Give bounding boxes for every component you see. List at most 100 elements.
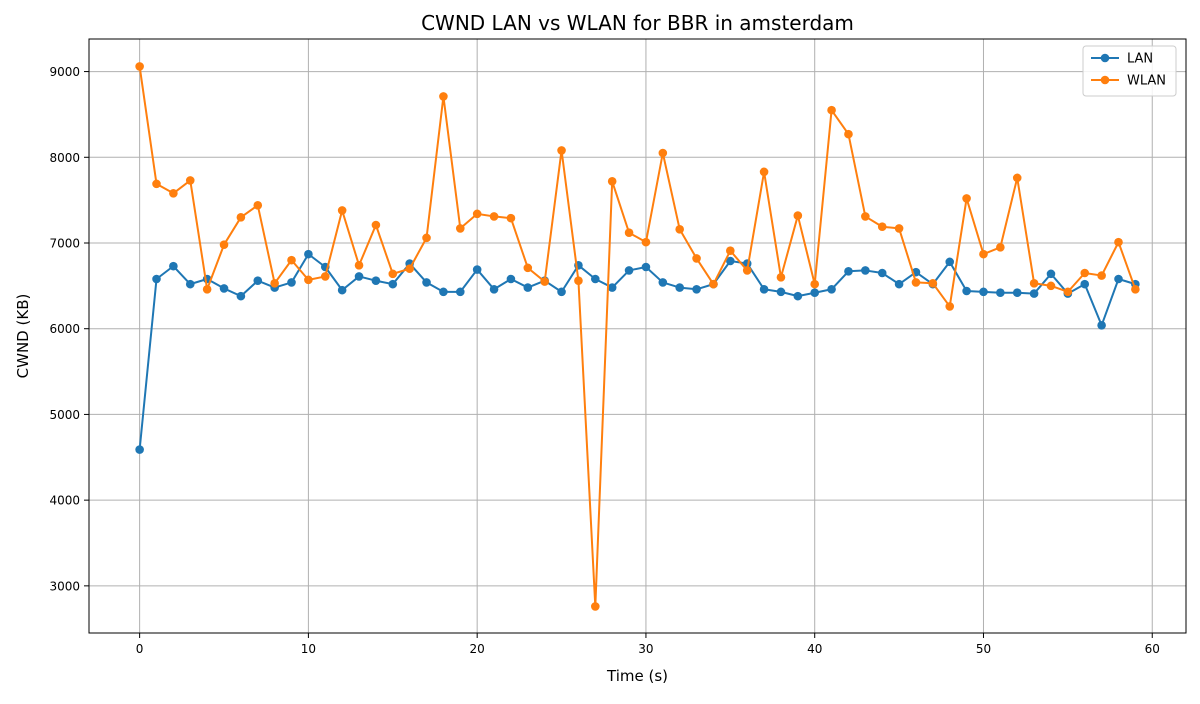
lan-point bbox=[472, 265, 482, 274]
y-tick-label: 7000 bbox=[49, 237, 80, 251]
lan-point bbox=[996, 288, 1005, 298]
wlan-point bbox=[1080, 268, 1090, 278]
x-tick-label: 60 bbox=[1145, 642, 1160, 656]
wlan-point bbox=[236, 212, 246, 222]
lan-point bbox=[506, 274, 516, 284]
lan-point bbox=[253, 276, 263, 286]
lan-series bbox=[135, 249, 1140, 454]
lan-point bbox=[152, 274, 161, 284]
wlan-point bbox=[270, 278, 279, 288]
wlan-point bbox=[945, 302, 955, 311]
x-tick-label: 30 bbox=[638, 642, 653, 656]
lan-point bbox=[135, 445, 144, 454]
lan-point bbox=[962, 286, 971, 296]
wlan-line bbox=[138, 66, 1137, 608]
wlan-point bbox=[337, 206, 347, 215]
wlan-point bbox=[422, 233, 431, 243]
lan-point bbox=[726, 256, 735, 266]
wlan-point bbox=[911, 278, 921, 287]
lan-point bbox=[844, 266, 853, 276]
wlan-point bbox=[219, 240, 229, 250]
y-axis-label: CWND (KB) bbox=[14, 294, 32, 379]
wlan-point bbox=[726, 246, 735, 256]
lan-point bbox=[219, 284, 229, 293]
wlan-point bbox=[455, 224, 465, 233]
wlan-point bbox=[135, 62, 144, 71]
wlan-point bbox=[388, 269, 398, 279]
wlan-point bbox=[169, 188, 178, 198]
lan-point bbox=[1080, 279, 1090, 289]
lan-point bbox=[371, 276, 381, 286]
y-tick-label: 9000 bbox=[49, 65, 80, 79]
legend-label: WLAN bbox=[1127, 74, 1166, 89]
lan-point bbox=[759, 284, 769, 294]
lan-point bbox=[236, 291, 246, 301]
wlan-point bbox=[253, 200, 263, 210]
x-tick-label: 10 bbox=[301, 642, 316, 656]
ticks-layer: 0 10 20 30 40 50 60 3000 4000 5000 6000 7000 8000 900… bbox=[49, 65, 1159, 656]
wlan-point bbox=[793, 211, 803, 220]
wlan-point bbox=[1046, 281, 1056, 291]
wlan-point bbox=[759, 167, 769, 177]
lan-point bbox=[557, 287, 566, 297]
lan-point bbox=[624, 266, 634, 275]
wlan-series bbox=[135, 62, 1140, 611]
lan-point bbox=[169, 261, 178, 271]
lan-point bbox=[810, 288, 820, 298]
wlan-point bbox=[979, 249, 988, 259]
y-tick-label: 5000 bbox=[49, 408, 80, 422]
lan-point bbox=[1097, 320, 1106, 330]
lan-point bbox=[1029, 289, 1039, 298]
lan-point bbox=[422, 278, 431, 287]
lan-point bbox=[877, 268, 887, 278]
legend-label: LAN bbox=[1127, 52, 1153, 67]
wlan-point bbox=[185, 176, 195, 185]
lan-point bbox=[337, 285, 347, 295]
lan-point bbox=[692, 284, 701, 294]
wlan-point bbox=[1114, 237, 1123, 247]
lan-point bbox=[979, 287, 988, 297]
lan-point bbox=[1046, 269, 1056, 279]
y-tick-label: 8000 bbox=[49, 151, 80, 165]
wlan-point bbox=[371, 220, 381, 230]
lan-point bbox=[675, 283, 684, 292]
wlan-point bbox=[692, 254, 701, 263]
wlan-point bbox=[658, 148, 668, 158]
lan-point bbox=[455, 287, 465, 297]
wlan-point bbox=[320, 272, 330, 281]
wlan-point bbox=[506, 213, 516, 223]
lan-point bbox=[776, 287, 786, 297]
lan-point bbox=[1012, 288, 1022, 298]
lan-point bbox=[658, 278, 668, 287]
wlan-point bbox=[827, 105, 836, 115]
lan-point bbox=[354, 272, 364, 281]
y-tick-label: 3000 bbox=[49, 579, 80, 593]
lan-point bbox=[1114, 274, 1123, 284]
lan-point bbox=[641, 262, 651, 272]
wlan-point bbox=[928, 278, 938, 288]
x-tick-label: 0 bbox=[136, 642, 144, 656]
wlan-point bbox=[1012, 173, 1022, 183]
wlan-point bbox=[877, 222, 887, 232]
lan-point bbox=[439, 287, 448, 297]
wlan-point bbox=[489, 212, 499, 221]
series-layer bbox=[135, 62, 1140, 611]
legend-swatch-marker bbox=[1100, 53, 1110, 63]
wlan-point bbox=[304, 275, 313, 285]
wlan-point bbox=[591, 602, 600, 611]
lan-point bbox=[945, 257, 955, 267]
lan-point bbox=[591, 274, 600, 284]
lan-point bbox=[304, 249, 313, 259]
legend: LAN WLAN bbox=[1082, 45, 1177, 97]
wlan-point bbox=[709, 279, 718, 289]
lan-point bbox=[861, 266, 870, 275]
grid-layer bbox=[89, 39, 1186, 633]
chart-title: CWND LAN vs WLAN for BBR in amsterdam bbox=[421, 11, 854, 35]
x-axis-label: Time (s) bbox=[606, 667, 668, 685]
wlan-point bbox=[523, 263, 533, 273]
wlan-point bbox=[152, 179, 161, 189]
x-tick-label: 40 bbox=[807, 642, 822, 656]
wlan-point bbox=[861, 212, 870, 221]
